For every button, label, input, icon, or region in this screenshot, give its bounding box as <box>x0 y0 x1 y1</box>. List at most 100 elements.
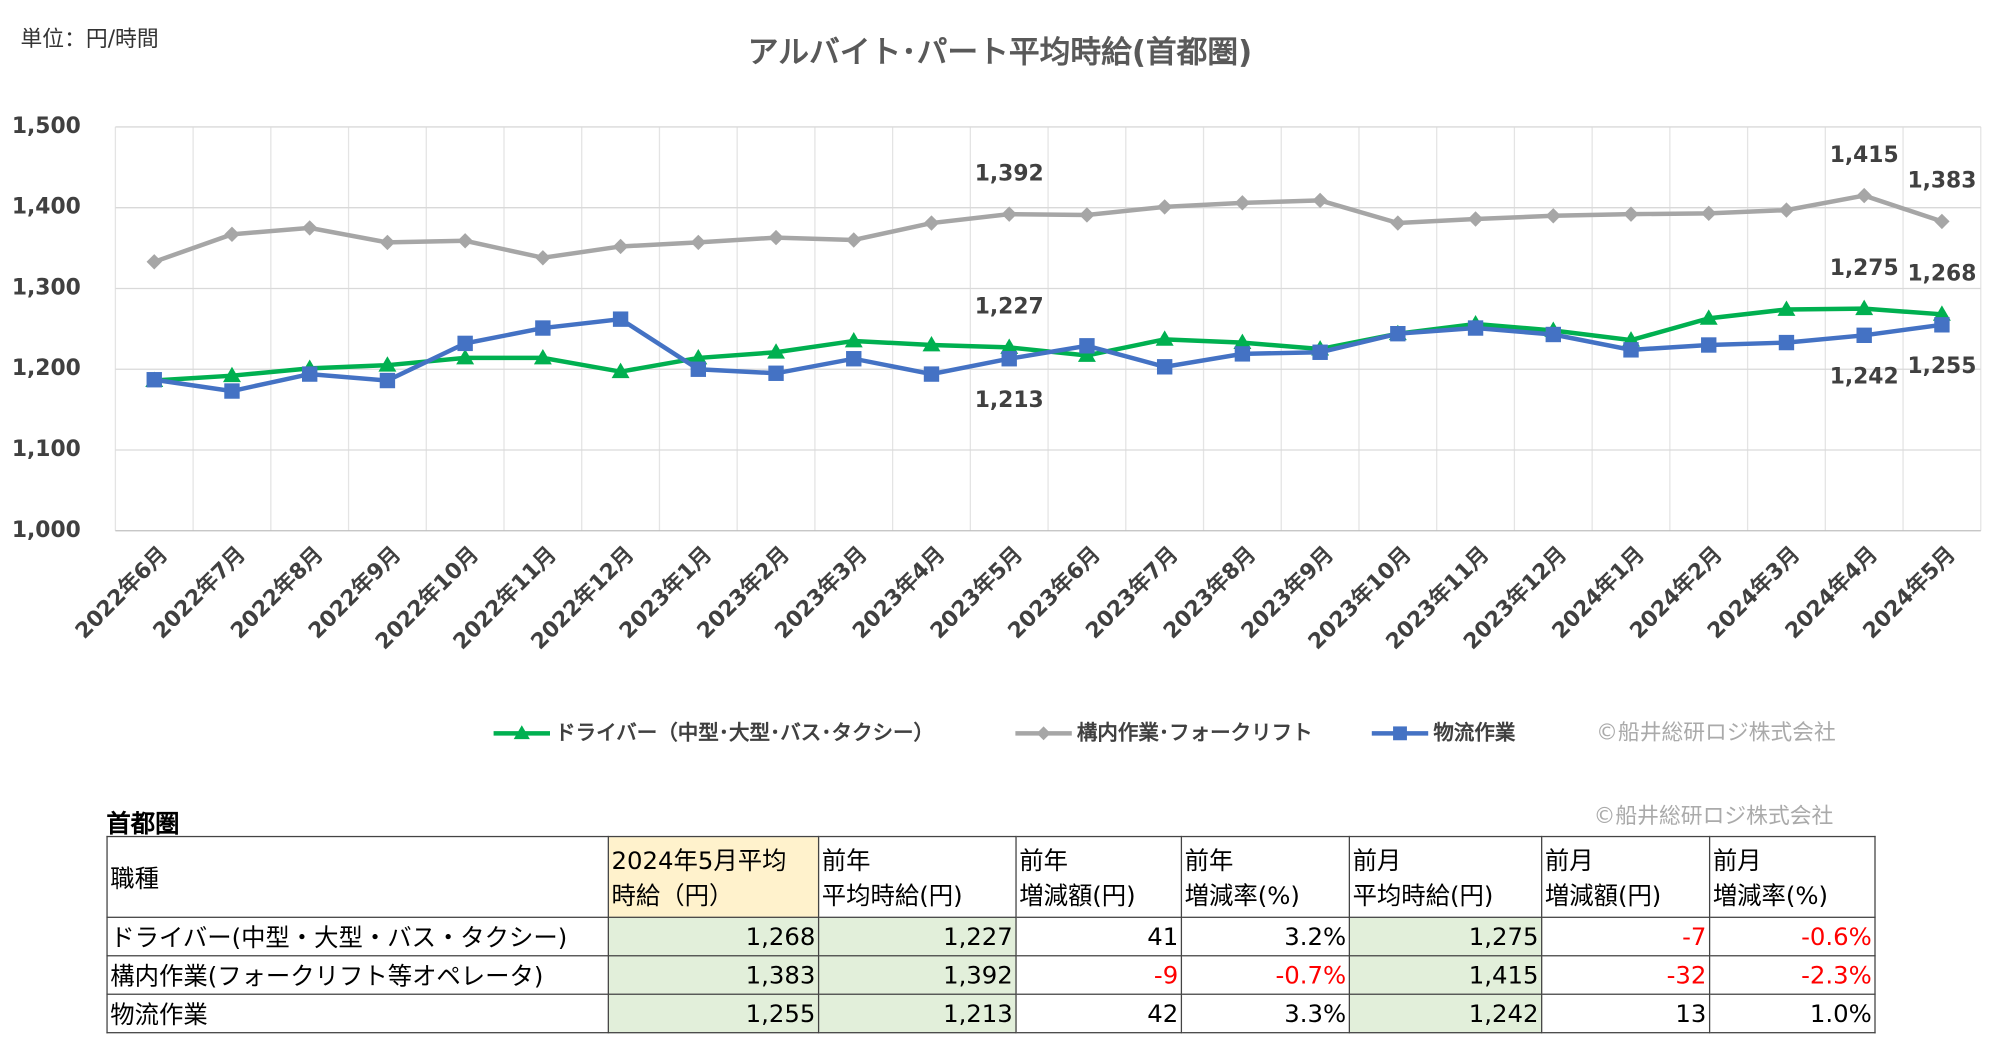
chart-credit: ©船井総研ロジ株式会社 <box>1596 720 1836 745</box>
point <box>222 366 241 383</box>
table-cell: 1,268 <box>607 916 820 957</box>
series: 1,392 1,415 1,383 <box>146 143 1976 270</box>
point <box>146 254 162 270</box>
header-cell: 前年 増減額(円) <box>1015 835 1183 918</box>
table-credit: ©船井総研ロジ株式会社 <box>1593 803 1834 830</box>
series: 1,213 1,242 1,255 <box>146 311 1976 413</box>
point <box>1701 205 1717 222</box>
point <box>1701 337 1717 353</box>
data-label: 1,213 <box>975 388 1044 413</box>
table-cell: -0.6% <box>1708 916 1876 957</box>
point <box>513 725 530 740</box>
point <box>846 232 862 248</box>
table-row: ドライバー(中型・大型・バス・タクシー) 1,268 1,227 41 3.2% 1,27… <box>106 916 1876 957</box>
table-cell: 1,227 <box>817 916 1017 957</box>
point <box>1155 330 1174 346</box>
point <box>378 356 397 372</box>
point <box>767 343 786 359</box>
point <box>533 348 552 365</box>
point <box>535 250 551 266</box>
table-row: 構内作業(フォークリフト等オペレータ) 1,383 1,392 -9 -0.7% 1,41… <box>106 955 1876 995</box>
point <box>1156 359 1173 375</box>
header-cell: 前月 増減率(%) <box>1708 835 1876 918</box>
point <box>1001 351 1017 367</box>
header-cell: 職種 <box>106 835 609 918</box>
point <box>1699 309 1718 325</box>
point <box>1856 187 1872 204</box>
table-cell: -32 <box>1541 955 1711 995</box>
point <box>1467 211 1484 227</box>
point <box>1623 206 1639 222</box>
point <box>1856 327 1872 343</box>
table-cell: 1,242 <box>1348 993 1543 1034</box>
point <box>1156 199 1173 215</box>
point <box>1390 215 1406 231</box>
point <box>1234 346 1251 362</box>
header-cell: 前年 増減率(%) <box>1180 835 1350 918</box>
chart: アルバイト･パート平均時給(首都圏) 1,000 1,100 1,200 1,300 1… <box>12 34 1982 745</box>
table-cell: 物流作業 <box>106 993 609 1034</box>
point <box>1545 208 1561 224</box>
y-tick-label: 1,000 <box>12 518 81 543</box>
data-label: 1,392 <box>975 161 1044 186</box>
data-label: 1,227 <box>975 295 1044 320</box>
table-cell: 1,392 <box>817 955 1017 995</box>
point <box>1390 325 1406 342</box>
point <box>689 348 708 365</box>
table-cell: -0.7% <box>1180 955 1350 995</box>
point <box>1036 726 1051 741</box>
point <box>1467 320 1484 336</box>
point <box>1623 342 1639 358</box>
point <box>1312 192 1328 209</box>
legend-label: ドライバー（中型･大型･バス･タクシー） <box>555 720 934 744</box>
point <box>1934 213 1950 230</box>
table-cell: -2.3% <box>1708 955 1876 995</box>
y-tick-label: 1,500 <box>12 114 81 139</box>
point <box>844 331 863 348</box>
point <box>612 311 629 327</box>
table-cell: 3.2% <box>1180 916 1350 957</box>
point <box>922 336 941 352</box>
header-cell: 前月 平均時給(円) <box>1348 835 1543 918</box>
table-cell: 1,255 <box>607 993 820 1034</box>
table-cell: 41 <box>1015 916 1183 957</box>
point <box>768 365 784 381</box>
point <box>1778 202 1795 218</box>
point <box>1001 206 1017 222</box>
point <box>456 348 475 365</box>
header-cell: 前月 増減額(円) <box>1541 835 1711 918</box>
line <box>153 316 1943 394</box>
y-tick-label: 1,100 <box>12 437 81 462</box>
header-cell: 2024年5月平均 時給（円） <box>607 835 820 918</box>
point <box>224 383 240 399</box>
legend-label: 物流作業 <box>1433 720 1515 744</box>
point <box>379 234 396 251</box>
table-cell: -9 <box>1015 955 1183 995</box>
table-title: 首都圏 <box>106 810 180 839</box>
point <box>768 229 784 246</box>
table-cell: 1,213 <box>817 993 1017 1034</box>
point <box>690 361 707 377</box>
chart-title: アルバイト･パート平均時給(首都圏) <box>748 34 1252 70</box>
point <box>612 238 629 255</box>
line <box>153 193 1943 264</box>
table-cell: -7 <box>1541 916 1711 957</box>
y-tick-label: 1,200 <box>12 356 81 381</box>
point <box>1234 195 1251 211</box>
data-label: 1,268 <box>1907 262 1976 287</box>
table-cell: 1,415 <box>1348 955 1543 995</box>
point <box>302 366 318 382</box>
point <box>611 362 630 379</box>
y-tick-label: 1,300 <box>12 275 81 300</box>
table-cell: 13 <box>1541 993 1711 1034</box>
point <box>1233 333 1252 349</box>
point <box>1312 344 1328 360</box>
point <box>1545 326 1561 343</box>
point <box>457 233 473 249</box>
y-tick-label: 1,400 <box>12 195 81 220</box>
point <box>1393 726 1407 741</box>
table-cell: ドライバー(中型・大型・バス・タクシー) <box>106 916 609 957</box>
table: 職種 2024年5月平均 時給（円） 前年 平均時給(円) 前年 増減額(円) 前年 増… <box>106 835 1876 1034</box>
table-cell: 構内作業(フォークリフト等オペレータ) <box>106 955 609 995</box>
table-cell: 3.3% <box>1180 993 1350 1034</box>
